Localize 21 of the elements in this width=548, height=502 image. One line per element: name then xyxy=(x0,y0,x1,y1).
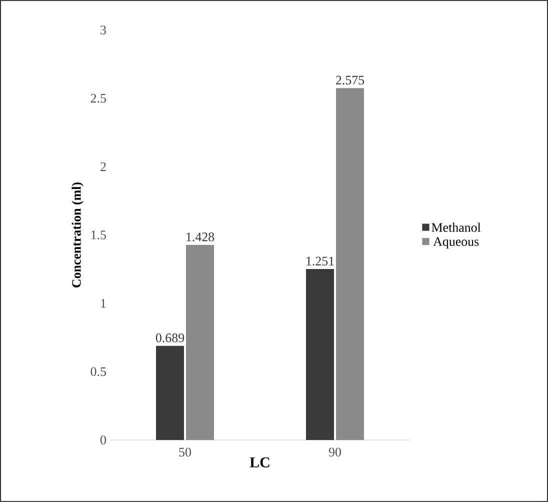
x-tick-label: 50 xyxy=(179,448,191,457)
y-tick-label: 2 xyxy=(100,162,106,171)
data-label: 1.251 xyxy=(306,256,334,266)
y-tick-label: 0.5 xyxy=(90,367,106,376)
legend-label: Methanol xyxy=(432,222,481,232)
y-axis-title: Concentration (ml) xyxy=(72,182,84,288)
y-tick-label: 3 xyxy=(100,26,106,34)
bar xyxy=(156,346,184,440)
bar xyxy=(306,269,334,440)
x-axis-title: LC xyxy=(250,457,270,468)
y-tick-label: 1 xyxy=(101,299,106,308)
bar xyxy=(186,244,214,440)
y-tick-label: 0 xyxy=(100,436,106,444)
data-label: 1.428 xyxy=(186,232,214,242)
legend-label: Aqueous xyxy=(433,237,479,249)
y-tick-label: 1.5 xyxy=(91,230,106,240)
bar xyxy=(336,88,364,440)
data-label: 0.689 xyxy=(156,334,184,342)
x-tick-label: 90 xyxy=(328,448,341,457)
y-tick-label: 2.5 xyxy=(90,94,106,103)
data-label: 2.575 xyxy=(336,76,364,85)
